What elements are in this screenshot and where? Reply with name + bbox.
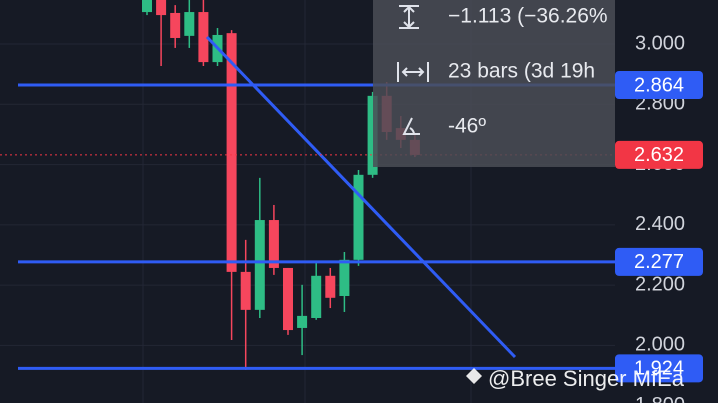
measure-bars: 23 bars (3d 19h: [448, 60, 595, 83]
candle-body: [184, 12, 195, 36]
watermark: @Bree Singer MfEa: [466, 366, 685, 391]
candle-body: [198, 12, 209, 63]
candle-body: [283, 267, 293, 331]
candle-body: [339, 259, 350, 296]
y-tick-label: 2.000: [635, 334, 685, 356]
candle-body: [156, 0, 167, 16]
price-badge-label: 1.924: [634, 358, 684, 380]
candle-body: [325, 275, 336, 298]
measure-angle: -46º: [448, 115, 486, 138]
height-icon: [399, 5, 419, 29]
y-tick-label: 3.000: [635, 32, 685, 54]
angle-icon: [402, 117, 420, 135]
price-badge-label: 2.864: [634, 74, 684, 96]
watermark-text: @Bree Singer MfEa: [488, 366, 685, 391]
price-badge: [615, 140, 703, 169]
measure-texts: −1.113 (−36.26% 23 bars (3d 19h -46º: [448, 5, 608, 138]
candle-body: [226, 33, 237, 272]
y-tick-label: 2.400: [635, 213, 685, 235]
price-badge: [615, 354, 703, 383]
candle-body: [254, 220, 265, 310]
candle-body: [268, 220, 279, 268]
price-badges: 2.864 2.277 1.924 2.632: [615, 71, 703, 383]
y-tick-label: 1.800: [635, 394, 685, 403]
measure-icons: [397, 5, 429, 135]
price-badge-label: 2.277: [634, 251, 684, 273]
trend-line: [205, 35, 517, 359]
candle-body: [297, 315, 308, 328]
candle-body: [353, 174, 364, 260]
y-tick-label: 2.200: [635, 273, 685, 295]
price-badge-label: 2.632: [634, 144, 684, 166]
candle-body: [311, 275, 322, 318]
candle-body: [142, 0, 152, 13]
bars-icon: [397, 62, 429, 82]
measure-change: −1.113 (−36.26%: [448, 5, 608, 28]
candle-body: [240, 271, 251, 310]
candle-body: [170, 12, 181, 38]
price-badge: [615, 247, 703, 276]
watermark-icon: [466, 368, 482, 384]
price-badge: [615, 71, 703, 100]
candle-body: [367, 95, 378, 175]
